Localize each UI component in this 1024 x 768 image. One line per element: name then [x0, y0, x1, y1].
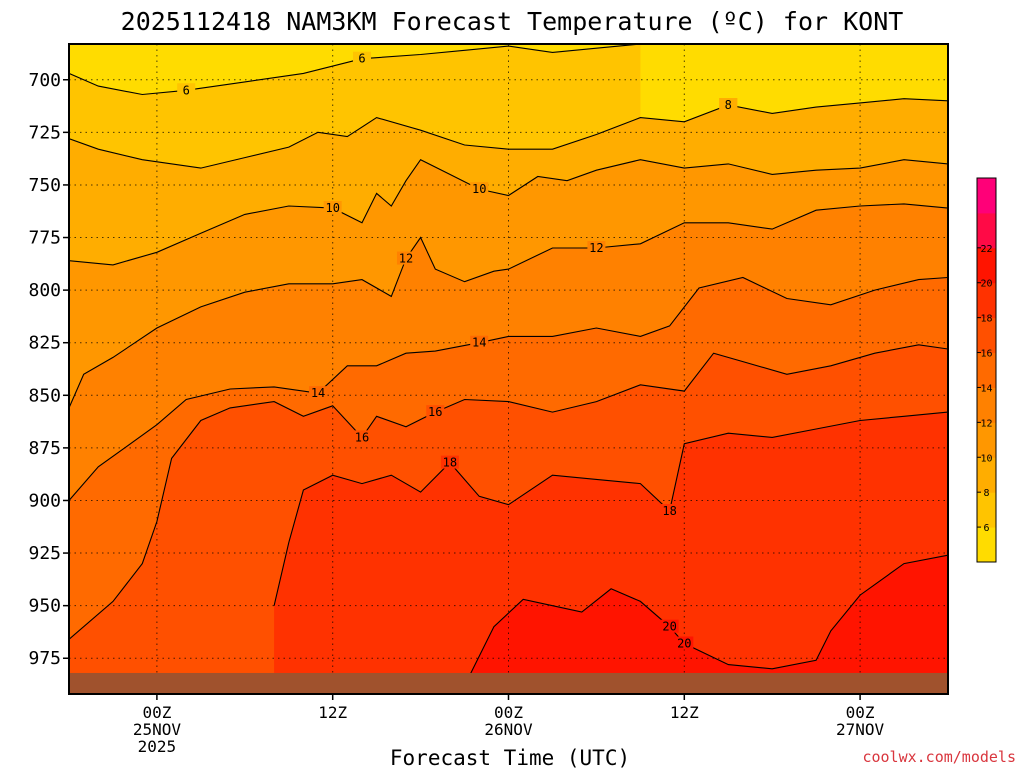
contour-label-12: 12	[399, 252, 413, 266]
contour-label-bg	[660, 619, 679, 633]
ground-band	[69, 672, 948, 694]
x-tick-label: 12Z	[670, 703, 699, 722]
contour-label-10: 10	[472, 182, 486, 196]
y-tick-label-775: 775	[28, 228, 61, 249]
x-tick-label: 00Z	[494, 703, 523, 722]
contour-label-bg	[470, 335, 489, 349]
contour-label-6: 6	[183, 83, 190, 97]
ground-surface	[69, 672, 948, 694]
contour-label-16: 16	[355, 430, 369, 444]
x-tick-label: 00Z	[142, 703, 171, 722]
contour-label-16: 16	[428, 405, 442, 419]
contour-label-12: 12	[589, 241, 603, 255]
contour-label-bg	[719, 98, 738, 112]
contour-label-bg	[470, 182, 489, 196]
contour-label-bg	[353, 430, 371, 444]
plot-area: 6688101012121414161618182020	[69, 44, 948, 694]
colorbar-label-14: 14	[980, 383, 992, 394]
contour-8	[69, 98, 948, 169]
colorbar-label-16: 16	[980, 349, 992, 360]
y-tick-label-700: 700	[28, 70, 61, 91]
y-tick-label-900: 900	[28, 490, 61, 511]
x-tick-label: 27NOV	[836, 720, 885, 739]
band-above-20	[464, 555, 948, 694]
contour-12	[69, 203, 948, 409]
colorbar-label-12: 12	[980, 418, 992, 429]
contour-label-8: 8	[725, 98, 732, 112]
y-axis: 700 725 750 775 800 825 850 875 900 925 950 975	[28, 70, 69, 669]
x-axis-label: Forecast Time (UTC)	[390, 746, 630, 768]
colorbar-swatch-14	[977, 352, 996, 388]
colorbar-swatch-12	[977, 387, 996, 423]
colorbar-swatch-22	[977, 212, 996, 249]
colorbar-frame	[976, 177, 997, 563]
contour-label-bg	[426, 405, 445, 419]
y-tick-label-975: 975	[28, 648, 61, 669]
contour-label-bg	[587, 241, 606, 255]
y-tick-label-800: 800	[28, 280, 61, 301]
y-tick-label-825: 825	[28, 333, 61, 354]
colorbar-swatch-24	[977, 178, 996, 214]
colorbar-swatch-16	[977, 317, 996, 354]
y-tick-label-725: 725	[28, 122, 61, 143]
colorbar-swatch-18	[977, 282, 996, 319]
colorbar-legend: 6 8 10 12 14 16 18 20 22	[976, 177, 997, 563]
colorbar-label-20: 20	[980, 279, 992, 290]
colorbar-swatch-8	[977, 457, 996, 493]
x-tick-label: 00Z	[846, 703, 875, 722]
contour-10	[69, 158, 948, 266]
contour-label-bg	[396, 251, 415, 265]
y-tick-label-850: 850	[28, 385, 61, 406]
y-tick-label-750: 750	[28, 175, 61, 196]
x-tick-label: 26NOV	[484, 720, 533, 739]
grid-lines	[69, 44, 948, 694]
y-tick-label-925: 925	[28, 543, 61, 564]
colorbar-label-10: 10	[980, 453, 992, 464]
contour-label-18: 18	[443, 456, 457, 470]
contour-20	[464, 554, 948, 686]
contour-label-bg	[675, 636, 694, 650]
contour-label-10: 10	[325, 201, 339, 215]
contour-label-20: 20	[662, 620, 676, 634]
contour-label-6: 6	[358, 52, 365, 66]
contour-label-bg	[440, 455, 459, 469]
contour-label-bg	[353, 51, 371, 65]
contour-label-bg	[309, 386, 328, 400]
colorbar-swatch-10	[977, 422, 996, 458]
contour-label-14: 14	[311, 386, 325, 400]
band-above-18	[274, 412, 948, 694]
x-tick-label: 25NOV	[133, 720, 182, 739]
colorbar-swatch-20	[977, 247, 996, 284]
temperature-contours: 6688101012121414161618182020	[69, 44, 948, 686]
x-tick-label: 12Z	[318, 703, 347, 722]
y-tick-label-950: 950	[28, 596, 61, 617]
contour-label-bg	[177, 83, 196, 97]
colorbar-label-22: 22	[980, 244, 992, 255]
x-tick-label: 2025	[138, 737, 177, 756]
credit-link[interactable]: coolwx.com/models	[862, 748, 1016, 766]
colorbar-label-18: 18	[980, 314, 992, 325]
temperature-fill-bands	[69, 44, 948, 694]
contour-label-20: 20	[677, 637, 691, 651]
contour-18	[273, 411, 948, 606]
colorbar-swatch-4	[977, 527, 996, 563]
colorbar-label-6: 6	[983, 523, 989, 534]
contour-label-18: 18	[662, 504, 676, 518]
y-tick-label-875: 875	[28, 438, 61, 459]
colorbar-swatch-6	[977, 492, 996, 528]
chart-title: 2025112418 NAM3KM Forecast Temperature (…	[121, 7, 904, 36]
contour-label-bg	[660, 503, 679, 517]
colorbar-label-8: 8	[983, 488, 989, 499]
contour-label-bg	[323, 201, 342, 215]
contour-label-14: 14	[472, 336, 486, 350]
